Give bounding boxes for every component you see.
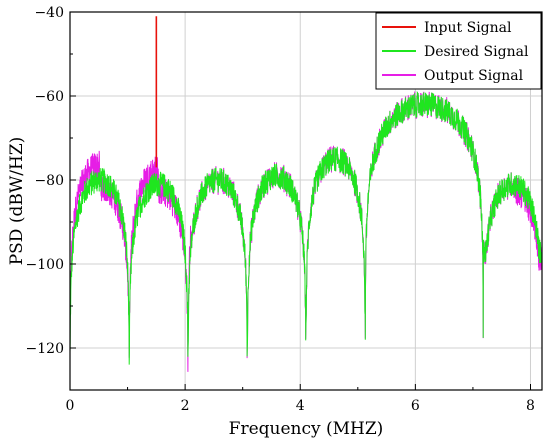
y-axis-label: PSD (dBW/HZ) xyxy=(7,137,27,266)
x-tick-label: 0 xyxy=(66,398,75,414)
plot-frame xyxy=(69,11,543,391)
legend-entry-desired-signal: Desired Signal xyxy=(424,44,529,60)
y-tick-label: −40 xyxy=(34,5,64,21)
legend: Input Signal Desired Signal Output Signa… xyxy=(375,12,542,90)
x-tick-label: 2 xyxy=(181,398,190,414)
y-tick-label: −120 xyxy=(26,341,64,357)
y-tick-label: −100 xyxy=(26,257,64,273)
y-tick-label: −80 xyxy=(34,173,64,189)
series-layer xyxy=(69,16,543,372)
y-tick-label: −60 xyxy=(34,89,64,105)
legend-entry-output-signal: Output Signal xyxy=(424,68,524,84)
series-desired-signal-line xyxy=(69,90,543,365)
x-tick-label: 8 xyxy=(526,398,535,414)
x-tick-label: 4 xyxy=(296,398,305,414)
x-tick-label: 6 xyxy=(411,398,420,414)
legend-entry-input-signal: Input Signal xyxy=(424,20,512,36)
x-axis-label: Frequency (MHZ) xyxy=(229,419,384,439)
axis-ticks: 0 2 4 6 8 −120 −100 −80 −60 −40 xyxy=(26,5,535,414)
